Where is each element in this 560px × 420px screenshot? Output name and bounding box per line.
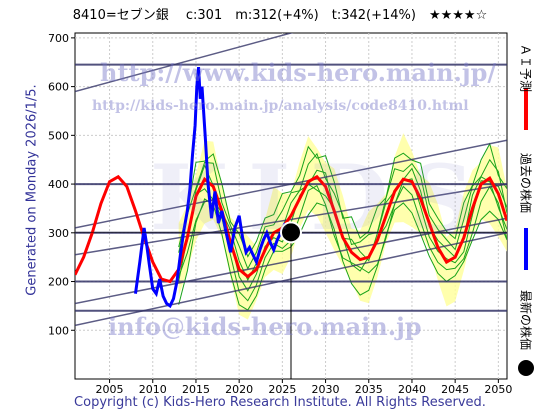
x-tick-label: 2040 (398, 383, 426, 396)
y-tick-label: 300 (48, 227, 69, 240)
x-tick-label: 2030 (312, 383, 340, 396)
y-tick-label: 200 (48, 276, 69, 289)
y-tick-label: 400 (48, 178, 69, 191)
legend-latest-swatch (518, 360, 534, 376)
x-tick-label: 2005 (96, 383, 124, 396)
legend-past: 過去の株価 (512, 138, 540, 228)
legend-ai: ＡＩ予測 (512, 28, 540, 108)
y-tick-label: 100 (48, 324, 69, 337)
generated-date-text: Generated on Monday 2026/1/5. (24, 84, 40, 296)
copyright-footer: Copyright (c) Kids-Hero Research Institu… (74, 395, 486, 410)
axes-layer: 2005 2010 2015 2020 2025 2030 2035 2040 2045 2050… (48, 32, 512, 396)
trend-channel-line (75, 33, 294, 93)
x-tick-label: 2035 (355, 383, 383, 396)
legend-past-label: 過去の株価 (518, 152, 533, 214)
legend-ai-label: ＡＩ予測 (518, 43, 533, 93)
forecast-band-line (178, 142, 507, 258)
x-tick-label: 2045 (441, 383, 469, 396)
legend-latest: 最新の株価 (512, 285, 540, 355)
x-tick-label: 2010 (139, 383, 167, 396)
past-price-line (133, 66, 292, 309)
watermark-email: info@kids-hero.main.jp (108, 312, 422, 341)
watermark-logo: KIDS (150, 145, 494, 251)
legend-latest-label: 最新の株価 (518, 289, 533, 351)
legend-marks-layer (518, 88, 534, 376)
watermark-url-small: http://kids-hero.main.jp/analysis/code84… (92, 98, 469, 114)
x-tick-label: 2050 (484, 383, 512, 396)
series-layer (75, 66, 507, 379)
trend-channel-line (75, 139, 507, 229)
watermark-url-big: http://www.kids-hero.main.jp/ (100, 58, 497, 87)
x-tick-label: 2020 (225, 383, 253, 396)
forecast-band-fill (178, 133, 507, 320)
y-tick-label: 700 (48, 32, 69, 45)
y-tick-label: 600 (48, 81, 69, 94)
forecast-band-line (178, 198, 507, 311)
latest-price-marker (280, 221, 302, 244)
y-tick-label: 500 (48, 129, 69, 142)
chart-title: 8410=セブン銀 c:301 m:312(+4%) t:342(+14%) ★… (72, 8, 488, 23)
x-tick-label: 2025 (268, 383, 296, 396)
forecast-band-line (178, 184, 507, 302)
x-tick-label: 2015 (182, 383, 210, 396)
side-generated-note: Generated on Monday 2026/1/5. (22, 40, 42, 340)
